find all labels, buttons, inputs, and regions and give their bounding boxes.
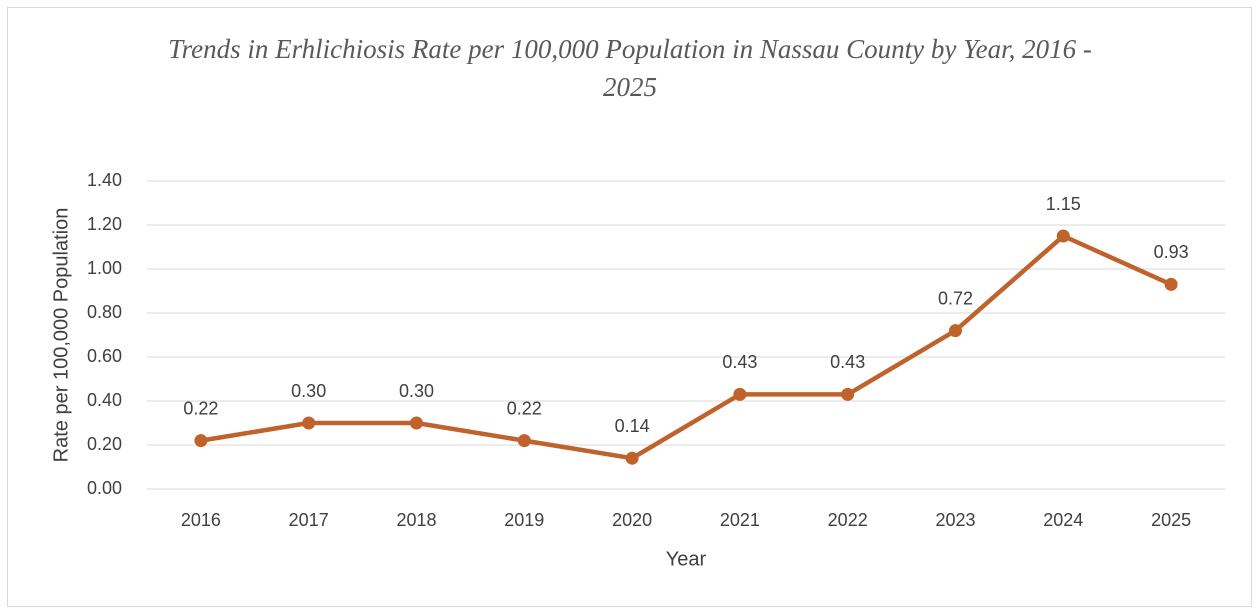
data-label: 0.14 xyxy=(615,416,650,436)
x-tick-label: 2024 xyxy=(1043,510,1083,530)
x-tick-label: 2017 xyxy=(289,510,329,530)
data-point xyxy=(194,434,208,448)
x-tick-label: 2021 xyxy=(720,510,760,530)
x-tick-label: 2023 xyxy=(935,510,975,530)
chart-title: Trends in Erhlichiosis Rate per 100,000 … xyxy=(168,34,1092,102)
data-point xyxy=(517,434,531,448)
y-tick-label: 1.20 xyxy=(87,214,122,234)
data-label: 1.15 xyxy=(1046,194,1081,214)
data-point xyxy=(625,451,639,465)
x-axis-label: Year xyxy=(666,548,707,570)
y-tick-label: 0.60 xyxy=(87,346,122,366)
y-tick-label: 0.80 xyxy=(87,302,122,322)
data-point xyxy=(949,324,962,338)
y-tick-label: 1.00 xyxy=(87,258,122,278)
data-line xyxy=(200,233,1173,461)
y-axis-label: Rate per 100,000 Population xyxy=(50,208,72,463)
x-tick-label: 2025 xyxy=(1151,510,1191,530)
x-tick-label: 2018 xyxy=(396,510,436,530)
data-label: 0.43 xyxy=(830,352,865,372)
data-label: 0.30 xyxy=(291,381,326,401)
data-point xyxy=(1164,277,1178,291)
y-tick-label: 0.20 xyxy=(87,434,122,454)
data-point xyxy=(733,387,747,401)
data-label: 0.22 xyxy=(183,398,218,418)
data-label: 0.30 xyxy=(399,381,434,401)
x-tick-label: 2020 xyxy=(612,510,652,530)
data-point xyxy=(302,416,316,430)
data-label: 0.43 xyxy=(722,352,757,372)
data-label: 0.22 xyxy=(507,398,542,418)
data-point xyxy=(410,416,423,430)
y-tick-label: 1.40 xyxy=(87,170,122,190)
x-tick-label: 2022 xyxy=(828,510,868,530)
chart-frame xyxy=(7,7,1252,607)
data-label: 0.72 xyxy=(938,288,973,308)
y-tick-label: 0.00 xyxy=(87,478,122,498)
x-tick-label: 2019 xyxy=(504,510,544,530)
y-tick-label: 0.40 xyxy=(87,390,122,410)
data-label: 0.93 xyxy=(1154,242,1189,262)
x-tick-label: 2016 xyxy=(181,510,221,530)
data-point xyxy=(1056,229,1070,243)
data-point xyxy=(841,387,855,401)
